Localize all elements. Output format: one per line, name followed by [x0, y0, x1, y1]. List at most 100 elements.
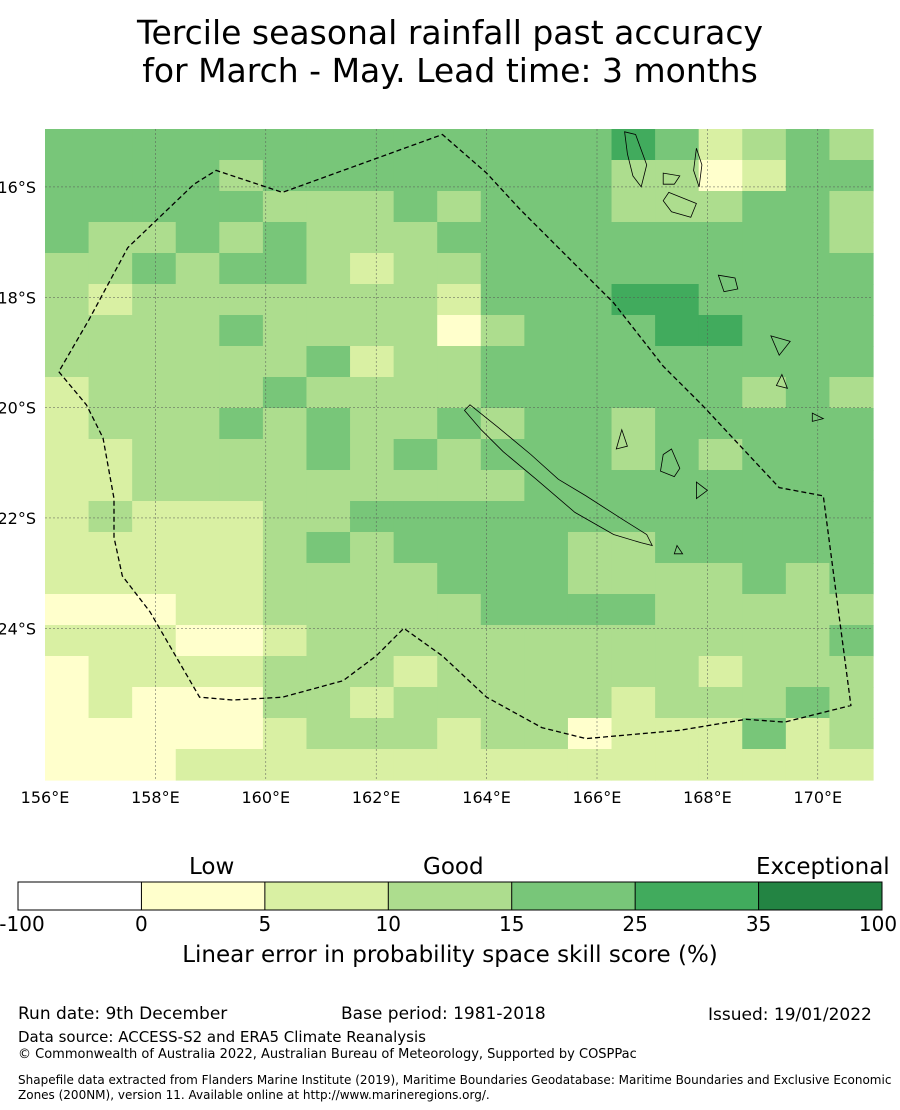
grid-cell — [45, 129, 90, 161]
grid-cell — [567, 687, 613, 719]
chart-title: Tercile seasonal rainfall past accuracy … — [0, 14, 900, 90]
grid-cell — [306, 594, 351, 626]
grid-cell — [175, 253, 220, 285]
grid-cell — [132, 315, 177, 347]
colorbar-good-label: Good — [423, 854, 484, 880]
grid-cell — [611, 563, 656, 595]
grid-cell — [829, 470, 874, 502]
grid-cell — [45, 408, 90, 440]
grid-cell — [88, 625, 133, 657]
grid-cell — [219, 377, 264, 409]
grid-cell — [567, 346, 613, 378]
grid-cell — [175, 377, 220, 409]
grid-cell — [132, 656, 177, 688]
grid-cell — [306, 160, 351, 192]
lon-tick-label: 156°E — [21, 788, 70, 807]
grid-cell — [524, 439, 569, 471]
grid-cell — [45, 718, 90, 750]
grid-cell — [611, 408, 656, 440]
grid-cell — [567, 625, 613, 657]
grid-cell — [393, 625, 438, 657]
colorbar-tick-label: 100 — [858, 912, 898, 936]
grid-cell — [175, 625, 220, 657]
grid-cell — [437, 501, 482, 533]
grid-cell — [829, 377, 874, 409]
grid-cell — [480, 315, 525, 347]
coastline — [770, 335, 791, 356]
grid-cell — [829, 160, 874, 192]
grid-cell — [306, 470, 351, 502]
grid-cell — [480, 160, 525, 192]
grid-cell — [742, 749, 787, 781]
grid-cell — [219, 160, 264, 192]
grid-cell — [393, 408, 438, 440]
grid-cell — [132, 253, 177, 285]
grid-cell — [132, 284, 177, 316]
grid-cell — [45, 687, 90, 719]
lon-tick-label: 168°E — [683, 788, 732, 807]
grid-cell — [262, 718, 308, 750]
grid-cell — [175, 594, 220, 626]
grid-cell — [262, 563, 308, 595]
grid-cell — [393, 749, 438, 781]
grid-cell — [698, 439, 743, 471]
grid-cell — [785, 408, 831, 440]
grid-cell — [655, 315, 700, 347]
grid-cell — [132, 718, 177, 750]
grid-cell — [393, 191, 438, 223]
grid-cell — [175, 718, 220, 750]
grid-cell — [45, 377, 90, 409]
grid-cell — [829, 687, 874, 719]
grid-cell — [611, 160, 656, 192]
grid-cell — [480, 284, 525, 316]
grid-cell — [785, 377, 831, 409]
grid-cell — [829, 563, 874, 595]
grid-cell — [524, 315, 569, 347]
grid-cell — [262, 315, 308, 347]
title-line-1: Tercile seasonal rainfall past accuracy — [136, 13, 764, 52]
grid-cell — [45, 253, 90, 285]
grid-cell — [698, 284, 743, 316]
grid-cell — [437, 191, 482, 223]
grid-cell — [655, 687, 700, 719]
lon-tick-label: 160°E — [241, 788, 290, 807]
grid-cell — [132, 222, 177, 254]
grid-cell — [524, 160, 569, 192]
coastline — [673, 544, 684, 555]
grid-cell — [88, 346, 133, 378]
lon-tick-label: 158°E — [131, 788, 180, 807]
grid-cell — [829, 501, 874, 533]
grid-cell — [132, 625, 177, 657]
grid-cell — [219, 501, 264, 533]
grid-cell — [785, 501, 831, 533]
lon-tick-label: 162°E — [352, 788, 401, 807]
grid-cell — [611, 532, 656, 564]
grid-cell — [655, 129, 700, 161]
grid-cell — [88, 563, 133, 595]
grid-cell — [437, 656, 482, 688]
grid-cell — [306, 222, 351, 254]
grid-cell — [698, 222, 743, 254]
grid-cell — [132, 594, 177, 626]
grid-cell — [262, 749, 308, 781]
grid-cell — [698, 563, 743, 595]
coastline — [775, 373, 789, 389]
grid-cell — [88, 315, 133, 347]
lon-tick-label: 170°E — [793, 788, 842, 807]
grid-cell — [437, 594, 482, 626]
grid-cell — [132, 191, 177, 223]
grid-cell — [262, 470, 308, 502]
grid-cell — [132, 470, 177, 502]
grid-cell — [437, 470, 482, 502]
grid-cell — [655, 346, 700, 378]
coastline — [693, 148, 703, 188]
grid-cell — [742, 129, 787, 161]
grid-cell — [567, 377, 613, 409]
grid-cell — [88, 222, 133, 254]
grid-cell — [785, 129, 831, 161]
grid-cell — [611, 656, 656, 688]
grid-cell — [88, 501, 133, 533]
grid-cell — [175, 160, 220, 192]
grid-cell — [88, 253, 133, 285]
